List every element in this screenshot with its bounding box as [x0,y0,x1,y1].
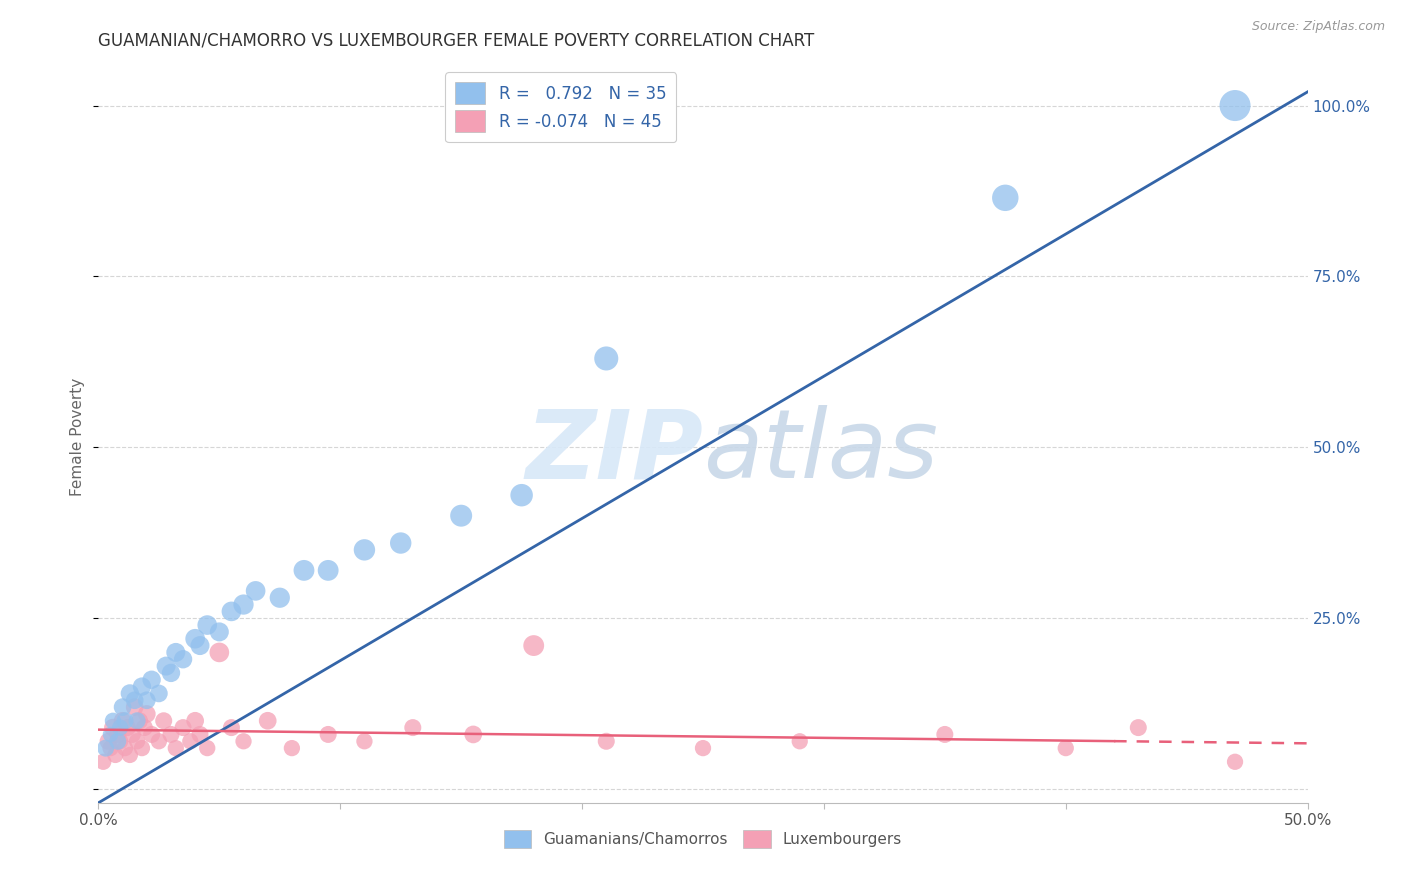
Point [934,727,956,741]
Point [127,714,149,728]
Point [135,693,157,707]
Point [232,734,254,748]
Point [141,727,163,741]
Point [165,645,187,659]
Point [118,747,141,762]
Point [172,652,194,666]
Point [114,714,136,728]
Point [195,618,218,632]
Legend: Guamanians/Chamorros, Luxembourgers: Guamanians/Chamorros, Luxembourgers [498,824,908,854]
Point [221,604,243,618]
Point [269,591,291,605]
Point [389,536,412,550]
Point [256,714,278,728]
Point [101,714,124,728]
Point [184,714,207,728]
Point [510,488,533,502]
Point [402,721,425,735]
Point [316,563,339,577]
Point [1054,741,1077,756]
Text: ZIP: ZIP [524,405,703,499]
Point [91,755,114,769]
Point [353,734,375,748]
Point [208,624,231,639]
Point [148,734,170,748]
Point [184,632,207,646]
Point [100,727,122,741]
Point [155,659,177,673]
Point [245,583,267,598]
Point [148,686,170,700]
Text: atlas: atlas [703,405,938,499]
Point [353,542,375,557]
Point [160,727,183,741]
Point [523,639,546,653]
Point [208,645,231,659]
Point [111,700,134,714]
Point [135,706,157,721]
Point [101,721,124,735]
Point [463,727,485,741]
Point [195,741,218,756]
Point [131,680,153,694]
Point [121,727,143,741]
Point [94,741,117,756]
Point [114,741,136,756]
Point [108,721,131,735]
Point [124,693,146,707]
Point [292,563,315,577]
Y-axis label: Female Poverty: Female Poverty [70,378,86,496]
Point [179,734,201,748]
Point [118,686,141,700]
Point [134,721,156,735]
Point [450,508,472,523]
Point [107,727,129,741]
Point [97,734,120,748]
Point [107,734,129,748]
Point [160,665,183,680]
Point [152,714,174,728]
Point [131,741,153,756]
Point [281,741,304,756]
Point [994,191,1017,205]
Point [127,734,149,748]
Point [1223,98,1246,112]
Point [595,351,617,366]
Point [595,734,617,748]
Point [1128,721,1150,735]
Point [172,721,194,735]
Point [1223,755,1246,769]
Text: GUAMANIAN/CHAMORRO VS LUXEMBOURGER FEMALE POVERTY CORRELATION CHART: GUAMANIAN/CHAMORRO VS LUXEMBOURGER FEMAL… [98,31,814,49]
Point [100,741,122,756]
Point [141,673,163,687]
Point [128,714,150,728]
Point [221,721,243,735]
Point [188,639,211,653]
Point [165,741,187,756]
Point [188,727,211,741]
Point [124,700,146,714]
Point [789,734,811,748]
Point [692,741,714,756]
Point [108,734,131,748]
Point [104,747,127,762]
Text: Source: ZipAtlas.com: Source: ZipAtlas.com [1251,20,1385,33]
Point [316,727,339,741]
Point [117,721,139,735]
Point [111,714,134,728]
Point [232,598,254,612]
